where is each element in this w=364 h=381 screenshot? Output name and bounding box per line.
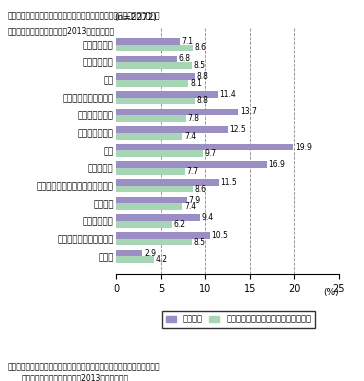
Text: 4.2: 4.2 [155,255,167,264]
Text: 12.5: 12.5 [229,125,246,134]
Text: 7.4: 7.4 [184,202,196,211]
Text: 資料：帝国データバンク「通商政策の検討のための我が国企業の海外事業: 資料：帝国データバンク「通商政策の検討のための我が国企業の海外事業 [7,362,160,371]
Text: 10.5: 10.5 [211,231,228,240]
Text: 8.1: 8.1 [190,79,202,88]
Bar [116,56,177,62]
Bar [116,80,189,86]
Legend: 現在保有, 現在は保有していないが、保有を検討: 現在保有, 現在は保有していないが、保有を検討 [162,311,315,328]
Text: 7.1: 7.1 [181,37,193,46]
Text: 19.9: 19.9 [295,142,312,152]
Bar [116,150,203,157]
Bar [116,62,192,69]
Text: 8.6: 8.6 [195,185,207,194]
Text: 7.8: 7.8 [187,114,199,123]
Bar [116,98,195,104]
Text: 8.8: 8.8 [197,72,208,81]
Text: 6.8: 6.8 [179,54,191,63]
Bar [116,179,219,186]
Bar [116,45,193,51]
Text: 8.5: 8.5 [194,238,206,247]
Text: 11.4: 11.4 [219,90,236,99]
Text: 16.9: 16.9 [268,160,285,169]
Bar [116,203,182,210]
Bar [116,109,238,115]
Bar [116,221,171,228]
Text: 戦略に関するアンケート」（2013）から作成。: 戦略に関するアンケート」（2013）から作成。 [22,373,129,381]
Text: (n=2272): (n=2272) [114,13,157,22]
Text: 8.5: 8.5 [194,61,206,70]
Bar [116,168,185,175]
Bar [116,215,200,221]
Bar [116,91,218,98]
Text: 7.7: 7.7 [187,167,199,176]
Bar [116,239,192,245]
Bar [116,126,228,133]
Text: 戦略に関するアンケート」（2013）から作成。: 戦略に関するアンケート」（2013）から作成。 [7,27,114,36]
Text: 9.7: 9.7 [205,149,217,158]
Text: (%): (%) [323,288,339,297]
Bar [116,162,266,168]
Text: 8.8: 8.8 [197,96,208,106]
Text: 資料：帝国データバンク「通商政策の検討のための我が国企業の海外事業: 資料：帝国データバンク「通商政策の検討のための我が国企業の海外事業 [7,11,160,21]
Text: 2.9: 2.9 [144,248,156,258]
Bar [116,256,154,263]
Text: 7.9: 7.9 [189,195,201,205]
Bar [116,38,179,45]
Bar [116,144,293,150]
Text: 11.5: 11.5 [220,178,237,187]
Bar [116,232,210,239]
Bar [116,197,187,203]
Bar [116,250,142,256]
Bar [116,115,186,122]
Text: 6.2: 6.2 [173,220,185,229]
Bar [116,186,193,192]
Text: 7.4: 7.4 [184,132,196,141]
Text: 13.7: 13.7 [240,107,257,116]
Bar [116,133,182,139]
Text: 8.6: 8.6 [195,43,207,53]
Text: 9.4: 9.4 [202,213,214,222]
Bar [116,73,195,80]
